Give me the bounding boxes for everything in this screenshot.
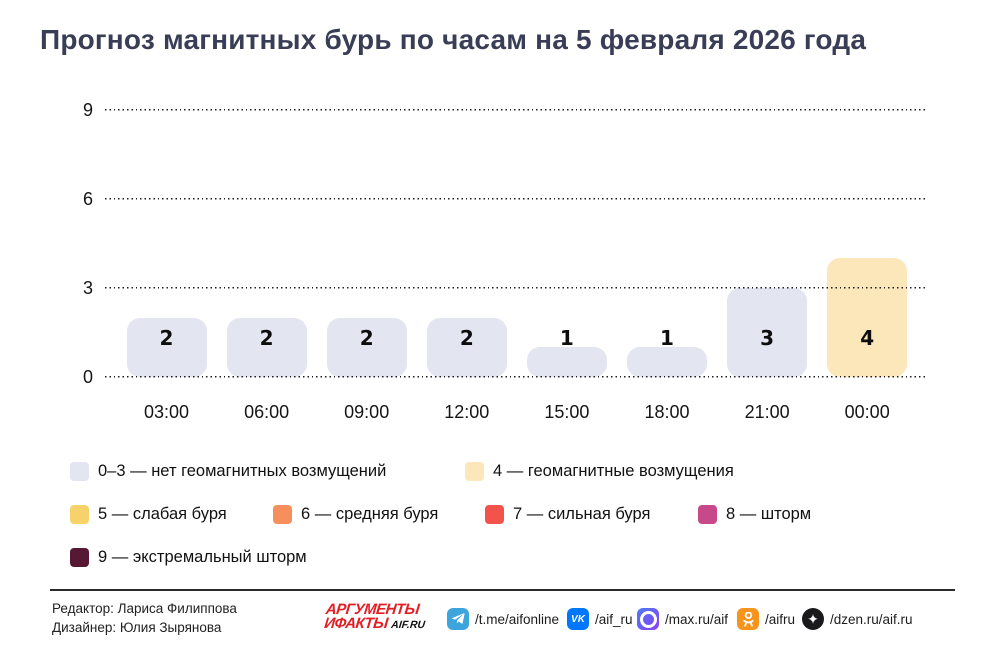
gridline-6 [105,198,928,200]
social-handle[interactable]: /aif_ru [595,612,633,627]
legend-label: 9 — экстремальный шторм [98,548,307,566]
gridline-3 [105,287,928,289]
ok-icon[interactable] [737,608,759,630]
telegram-icon[interactable] [447,608,469,630]
legend-swatch [485,505,504,524]
editor-credit: Редактор: Лариса Филиппова [52,601,237,616]
x-axis-label: 03:00 [143,402,190,422]
dzen-icon[interactable]: ✦ [802,608,824,630]
legend-label: 4 — геомагнитные возмущения [493,462,734,480]
aif-logo-suffix: AIF.RU [390,619,426,631]
x-axis-label: 06:00 [244,402,290,422]
legend-swatch [70,462,89,481]
gridline-0 [105,376,928,378]
aif-logo-line2: ИФАКТЫ AIF.RU [323,615,426,632]
bar-value-label: 2 [459,326,474,350]
bar-21:00 [727,288,808,377]
bar-18:00 [627,347,707,377]
y-axis-label: 9 [82,100,93,120]
bar-09:00 [326,317,407,377]
x-axis-label: 00:00 [844,402,890,422]
bar-value-label: 2 [359,326,374,350]
x-axis-label: 09:00 [344,402,390,422]
legend-label: 6 — средняя буря [301,505,439,523]
social-handle[interactable]: /dzen.ru/aif.ru [830,612,913,627]
social-handle[interactable]: /t.me/aifonline [475,612,560,627]
x-axis-label: 12:00 [444,402,490,422]
bar-value-label: 2 [159,326,174,350]
legend-swatch [70,505,89,524]
x-axis-label: 18:00 [644,402,690,422]
vk-icon[interactable]: VK [567,608,589,630]
bar-12:00 [426,317,507,377]
legend-label: 7 — сильная буря [513,505,651,523]
legend-swatch [273,505,292,524]
y-axis-label: 3 [82,278,93,298]
bar-value-label: 1 [559,326,574,350]
footer-divider [50,589,955,591]
bar-value-label: 3 [760,326,775,350]
x-axis-label: 21:00 [744,402,790,422]
bar-06:00 [226,317,307,377]
bar-15:00 [526,347,607,377]
social-handle[interactable]: /aifru [765,612,796,627]
bar-value-label: 1 [660,326,674,350]
bar-value-label: 4 [860,326,875,350]
legend-swatch [698,505,717,524]
bar-03:00 [126,317,207,377]
gridline-9 [105,109,928,111]
social-handle[interactable]: /max.ru/aif [665,612,729,627]
designer-credit: Дизайнер: Юлия Зырянова [52,620,222,635]
page-title: Прогноз магнитных бурь по часам на 5 фев… [40,24,867,55]
bar-00:00 [827,258,908,377]
y-axis-label: 0 [82,367,93,387]
bar-value-label: 2 [259,326,274,350]
y-axis-label: 6 [82,189,93,209]
x-axis-label: 15:00 [544,402,590,422]
legend-swatch [70,548,89,567]
legend-swatch [465,462,484,481]
legend-label: 5 — слабая буря [98,505,227,523]
legend-label: 8 — шторм [726,505,812,523]
aif-logo: АРГУМЕНТЫ ИФАКТЫ AIF.RU [323,601,441,632]
legend-label: 0–3 — нет геомагнитных возмущений [98,462,387,480]
max-icon[interactable] [637,608,659,630]
